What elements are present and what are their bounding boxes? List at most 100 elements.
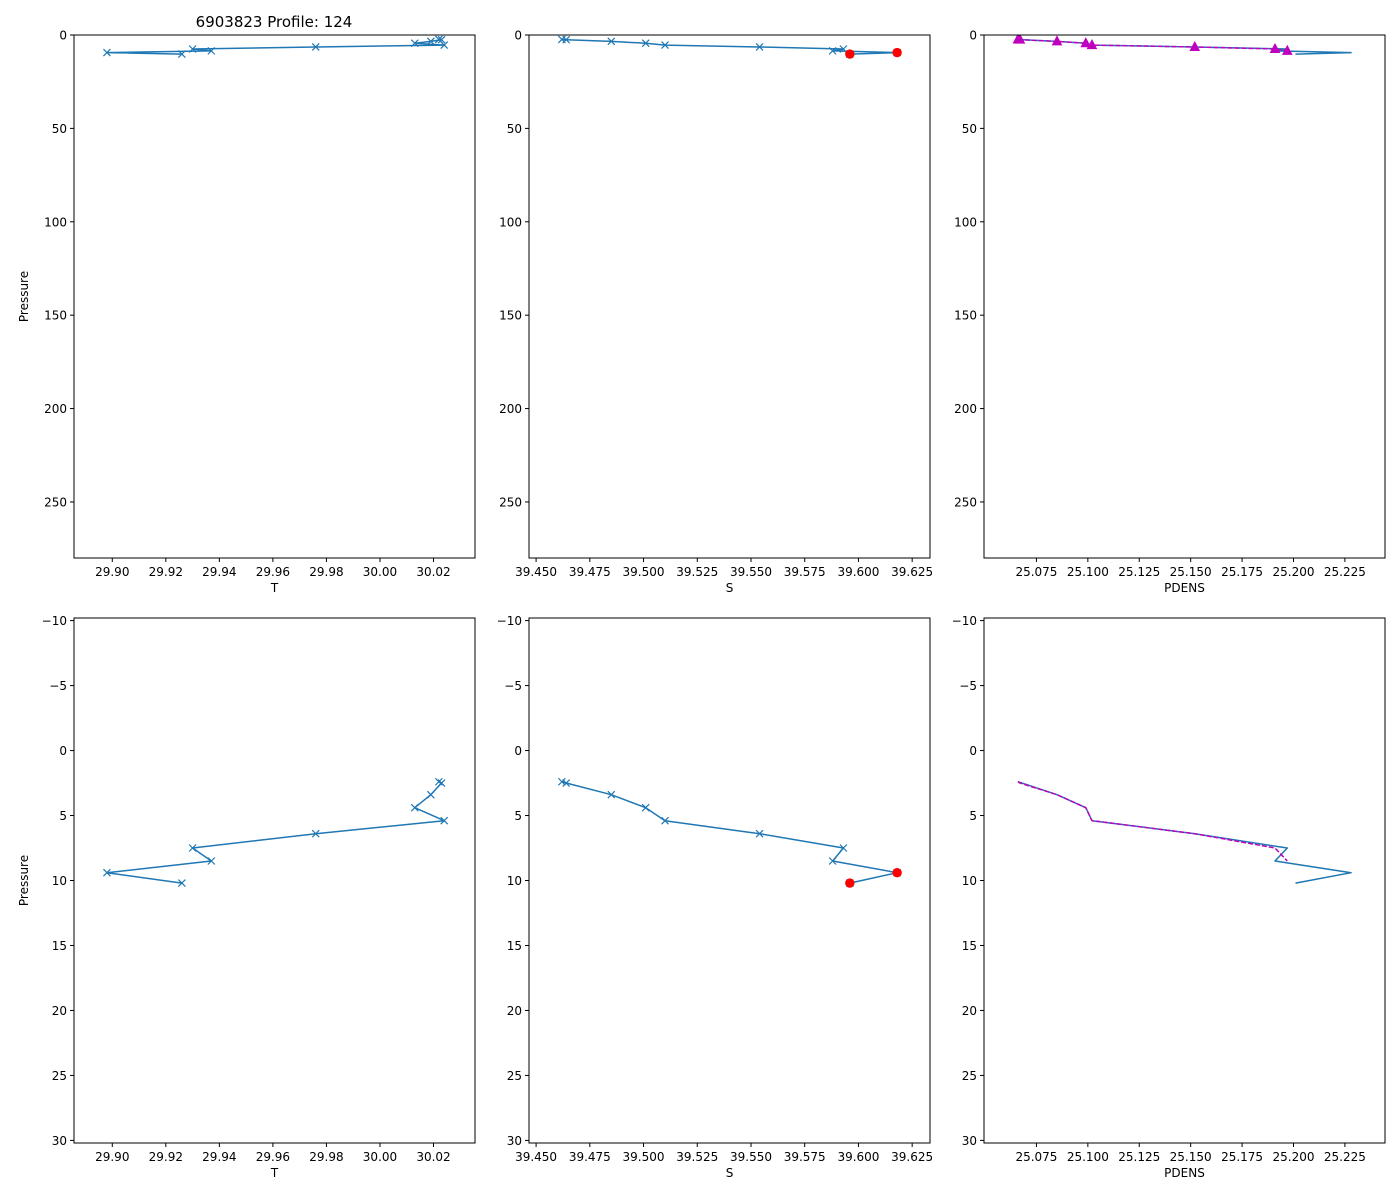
x-axis-label: PDENS: [1164, 1166, 1205, 1180]
chart-panel-t_full: 29.90 29.92 29.94 29.96 29.98 30.00 30.02 0 50 10…: [17, 29, 476, 595]
flagged-point: [892, 868, 902, 878]
x-tick-label: 25.200: [1272, 1150, 1314, 1164]
y-tick-label: 0: [514, 744, 522, 758]
x-tick-label: 29.90: [95, 1150, 129, 1164]
chart-panel-s_full: 39.450 39.475 39.500 39.525 39.550 39.575 39.6…: [499, 29, 933, 596]
chart-panel-pdens_full: 25.075 25.100 25.125 25.150 25.175 25.200 25.2…: [954, 29, 1386, 595]
y-tick-label: 0: [59, 29, 67, 43]
y-tick-label: 30: [52, 1134, 67, 1148]
x-tick-label: 39.575: [784, 1150, 826, 1164]
x-tick-label: 29.92: [149, 1150, 183, 1164]
x-tick-label: 39.575: [784, 565, 826, 579]
x-tick-label: 30.02: [416, 565, 450, 579]
data-point-marker: [641, 803, 650, 812]
data-point-marker: [207, 46, 216, 55]
x-tick-label: 25.175: [1221, 565, 1263, 579]
data-point-marker: [661, 41, 669, 50]
y-tick-label: 100: [954, 215, 977, 229]
data-point-marker: [562, 35, 571, 44]
series-line-0: [1017, 780, 1352, 884]
x-tick-label: 39.450: [515, 565, 557, 579]
x-tick-label: 25.175: [1221, 1150, 1263, 1164]
y-tick-label: 15: [52, 939, 67, 953]
y-tick-label: 0: [514, 29, 522, 43]
y-tick-label: 0: [969, 29, 977, 43]
data-point-marker: [103, 868, 111, 877]
data-point-marker: [1281, 44, 1293, 55]
x-tick-label: 39.500: [623, 565, 665, 579]
x-tick-label: 25.075: [1015, 565, 1057, 579]
x-tick-label: 25.125: [1118, 565, 1160, 579]
y-tick-label: −10: [497, 614, 522, 628]
x-tick-label: 39.550: [730, 1150, 772, 1164]
axes-frame: [73, 34, 476, 559]
data-point-marker: [426, 37, 435, 46]
plot-area: [557, 35, 902, 59]
series-line-1: [1017, 781, 1288, 862]
data-point-marker: [1086, 39, 1098, 50]
axes-frame: [983, 34, 1386, 559]
y-tick-label: 25: [52, 1069, 67, 1083]
flagged-point: [845, 49, 855, 59]
x-tick-label: 39.475: [569, 1150, 611, 1164]
data-point-marker: [410, 39, 419, 48]
x-axis-label: PDENS: [1164, 581, 1205, 595]
x-tick-label: 25.075: [1015, 1150, 1057, 1164]
y-tick-label: 250: [44, 495, 67, 509]
x-axis-label: S: [726, 581, 734, 595]
y-tick-label: 100: [499, 215, 522, 229]
data-point-marker: [1080, 37, 1092, 48]
axes-frame: [528, 617, 931, 1144]
series-line-0: [106, 781, 445, 884]
y-tick-label: 200: [44, 402, 67, 416]
data-point-marker: [426, 790, 435, 799]
data-point-marker: [1014, 35, 1026, 44]
y-tick-label: −5: [959, 679, 977, 693]
x-tick-label: 25.150: [1170, 1150, 1212, 1164]
axes-frame: [73, 617, 476, 1144]
y-tick-label: 150: [44, 309, 67, 323]
data-point-marker: [839, 844, 848, 852]
x-tick-label: 25.225: [1324, 1150, 1366, 1164]
flagged-point: [892, 47, 902, 58]
data-point-marker: [311, 829, 320, 838]
y-tick-label: 25: [507, 1069, 522, 1083]
data-point-marker: [440, 41, 449, 50]
data-point-marker: [607, 790, 616, 799]
data-point-marker: [755, 829, 764, 838]
x-tick-label: 39.625: [891, 565, 933, 579]
data-point-marker: [103, 48, 111, 57]
data-point-marker: [311, 43, 320, 51]
data-point-marker: [440, 816, 449, 825]
x-tick-label: 29.90: [95, 565, 129, 579]
axes-frame: [983, 617, 1386, 1144]
data-point-marker: [828, 857, 837, 865]
y-tick-label: 15: [507, 939, 522, 953]
y-tick-label: 250: [954, 495, 977, 509]
data-point-marker: [410, 803, 419, 812]
x-tick-label: 25.150: [1170, 565, 1212, 579]
y-tick-label: 5: [969, 809, 977, 823]
x-tick-label: 29.96: [256, 1150, 290, 1164]
y-tick-label: 20: [507, 1004, 522, 1018]
data-point-marker: [607, 37, 616, 46]
x-tick-label: 25.125: [1118, 1150, 1160, 1164]
x-tick-label: 39.500: [623, 1150, 665, 1164]
y-tick-label: 100: [44, 215, 67, 229]
x-tick-label: 29.98: [309, 565, 343, 579]
x-tick-label: 30.00: [363, 1150, 397, 1164]
x-axis-label: T: [270, 581, 279, 595]
y-tick-label: 10: [52, 874, 67, 888]
figure-title: 6903823 Profile: 124: [196, 13, 353, 31]
y-tick-label: 0: [59, 744, 67, 758]
flagged-point: [845, 878, 855, 888]
x-tick-label: 39.600: [837, 565, 879, 579]
x-axis-label: T: [270, 1166, 279, 1180]
x-tick-label: 25.100: [1067, 1150, 1109, 1164]
plot-area: [103, 35, 449, 58]
y-tick-label: 10: [962, 874, 977, 888]
x-tick-label: 39.525: [676, 565, 718, 579]
data-point-marker: [188, 45, 197, 53]
x-tick-label: 29.92: [149, 565, 183, 579]
x-axis-label: S: [726, 1166, 734, 1180]
